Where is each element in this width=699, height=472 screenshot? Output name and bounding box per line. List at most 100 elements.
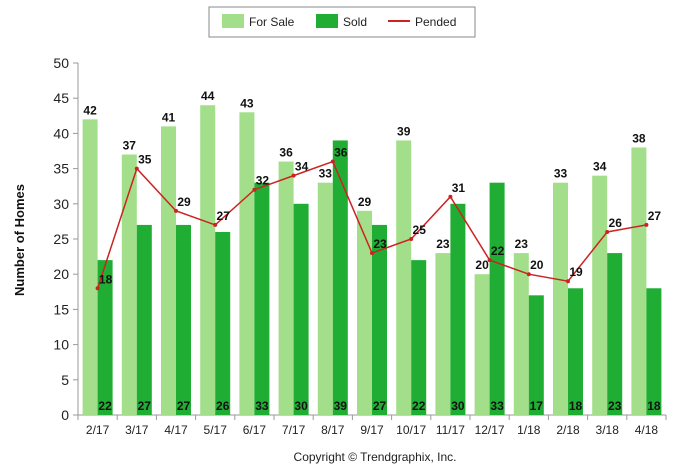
data-label-for-sale: 42 xyxy=(83,103,97,117)
pended-point xyxy=(644,222,649,227)
data-label-sold: 27 xyxy=(373,399,387,413)
data-label-pended: 34 xyxy=(295,160,309,174)
bar-sold xyxy=(215,231,231,415)
y-tick-label: 30 xyxy=(53,196,69,212)
data-label-pended: 31 xyxy=(452,181,466,195)
y-tick-label: 20 xyxy=(53,266,69,282)
x-tick-label: 7/17 xyxy=(282,423,306,437)
bar-sold xyxy=(528,295,544,415)
y-tick-label: 40 xyxy=(53,125,69,141)
data-label-pended: 25 xyxy=(413,223,427,237)
data-label-pended: 29 xyxy=(177,195,191,209)
legend-box xyxy=(208,6,476,38)
x-tick-label: 9/17 xyxy=(360,423,384,437)
x-tick-label: 10/17 xyxy=(396,423,426,437)
y-tick-label: 0 xyxy=(61,407,69,423)
data-label-pended: 27 xyxy=(648,209,662,223)
x-tick-label: 8/17 xyxy=(321,423,345,437)
pended-point xyxy=(291,173,296,178)
data-label-sold: 22 xyxy=(98,399,112,413)
y-tick-label: 15 xyxy=(53,301,69,317)
x-tick-label: 5/17 xyxy=(204,423,228,437)
data-label-pended: 32 xyxy=(256,174,270,188)
y-axis-label: Number of Homes xyxy=(12,184,27,296)
pended-point xyxy=(487,258,492,263)
bar-sold xyxy=(254,182,270,415)
legend-label-sold: Sold xyxy=(343,15,367,29)
x-tick-label: 2/17 xyxy=(86,423,110,437)
bar-sold xyxy=(411,260,427,415)
bar-sold xyxy=(568,288,583,415)
pended-point xyxy=(605,229,610,234)
bar-for-sale xyxy=(121,154,137,415)
pended-point xyxy=(370,251,374,256)
bar-for-sale xyxy=(513,253,529,415)
data-label-sold: 23 xyxy=(608,399,622,413)
data-labels: 4222372741274426433336303339292739222330… xyxy=(83,89,661,413)
legend-label-pended: Pended xyxy=(415,15,456,29)
data-label-for-sale: 38 xyxy=(632,131,646,145)
bar-for-sale xyxy=(396,140,412,415)
y-tick-label: 10 xyxy=(53,337,69,353)
legend: For Sale Sold Pended xyxy=(208,6,476,38)
bar-for-sale xyxy=(592,175,608,415)
x-tick-label: 2/18 xyxy=(556,423,580,437)
x-tick-label: 4/17 xyxy=(164,423,188,437)
pended-point xyxy=(95,286,100,291)
data-label-for-sale: 34 xyxy=(593,160,607,174)
data-label-sold: 30 xyxy=(294,399,308,413)
bar-for-sale xyxy=(200,105,216,416)
data-label-for-sale: 37 xyxy=(123,139,137,153)
bar-for-sale xyxy=(435,253,451,415)
data-label-sold: 33 xyxy=(490,399,504,413)
legend-label-for-sale: For Sale xyxy=(249,15,295,29)
data-label-sold: 27 xyxy=(138,399,152,413)
legend-swatch-sold xyxy=(316,14,338,28)
axes: 0 5 10 15 20 25 30 35 40 45 50 2/17 3/17 4/17 5/17 6/17… xyxy=(53,55,667,437)
x-tick-label: 12/17 xyxy=(475,423,505,437)
data-label-for-sale: 33 xyxy=(554,167,568,181)
data-label-pended: 23 xyxy=(373,237,387,251)
y-tick-label: 50 xyxy=(53,55,69,71)
data-label-pended: 35 xyxy=(138,153,152,167)
pended-point xyxy=(134,166,139,171)
pended-point xyxy=(213,222,218,227)
pended-point xyxy=(526,272,531,277)
bar-sold xyxy=(372,224,387,415)
y-tick-label: 5 xyxy=(61,372,69,388)
data-label-pended: 19 xyxy=(569,265,583,279)
data-label-pended: 26 xyxy=(609,216,623,230)
y-tick-label: 35 xyxy=(53,161,69,177)
bar-for-sale xyxy=(631,147,647,416)
data-label-for-sale: 41 xyxy=(162,110,176,124)
pended-point xyxy=(330,159,335,164)
bar-sold xyxy=(176,224,191,415)
pended-point xyxy=(566,279,570,284)
x-tick-label: 1/18 xyxy=(517,423,541,437)
data-label-for-sale: 23 xyxy=(515,237,529,251)
data-label-sold: 26 xyxy=(216,399,230,413)
copyright-text: Copyright © Trendgraphix, Inc. xyxy=(294,450,457,464)
x-tick-label: 3/17 xyxy=(125,423,149,437)
bar-sold xyxy=(97,260,113,415)
bar-sold xyxy=(450,203,466,415)
data-label-sold: 33 xyxy=(255,399,269,413)
data-label-for-sale: 44 xyxy=(201,89,215,103)
bar-for-sale xyxy=(357,210,372,415)
data-label-for-sale: 36 xyxy=(279,146,293,160)
data-label-for-sale: 43 xyxy=(240,96,254,110)
y-tick-label: 45 xyxy=(53,90,69,106)
data-label-sold: 18 xyxy=(569,399,583,413)
data-label-sold: 30 xyxy=(451,399,465,413)
data-label-pended: 18 xyxy=(99,272,113,286)
data-label-pended: 36 xyxy=(334,146,348,160)
bar-for-sale xyxy=(239,112,255,415)
data-label-for-sale: 33 xyxy=(319,167,333,181)
bar-for-sale xyxy=(474,274,490,415)
bar-for-sale xyxy=(161,126,176,416)
data-label-sold: 39 xyxy=(334,399,348,413)
bar-for-sale xyxy=(553,182,568,415)
x-tick-label: 6/17 xyxy=(243,423,267,437)
pended-point xyxy=(252,187,257,192)
pended-point xyxy=(409,237,414,241)
